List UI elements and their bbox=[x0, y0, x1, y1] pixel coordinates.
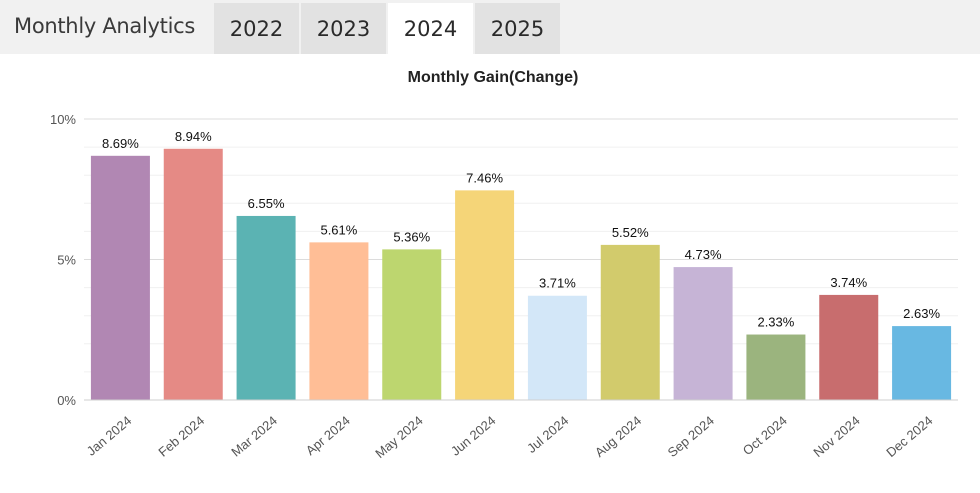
bar-sep-2024[interactable] bbox=[673, 267, 733, 400]
x-tick-label: Dec 2024 bbox=[883, 413, 935, 460]
x-axis: Jan 2024 Feb 2024 Mar 2024 Apr 2024 May 2024… bbox=[84, 399, 958, 461]
data-label: 3.74% bbox=[830, 275, 867, 290]
x-tick-label: Apr 2024 bbox=[303, 413, 353, 458]
data-label: 8.94% bbox=[175, 129, 212, 144]
bar-nov-2024[interactable] bbox=[819, 294, 879, 400]
y-tick-label: 0% bbox=[57, 393, 76, 408]
year-tabs: 2022 2023 2024 2025 bbox=[214, 3, 562, 54]
x-tick-label: Jul 2024 bbox=[524, 413, 571, 456]
grid-lines bbox=[84, 118, 958, 401]
data-label: 2.33% bbox=[757, 315, 794, 330]
chart-title: Monthly Gain(Change) bbox=[408, 69, 579, 86]
data-label: 5.61% bbox=[320, 222, 357, 237]
x-tick-label: Sep 2024 bbox=[665, 413, 717, 460]
x-tick-label: Feb 2024 bbox=[155, 413, 207, 460]
bar-apr-2024[interactable] bbox=[309, 242, 369, 400]
data-labels: 8.69% 8.94% 6.55% 5.61% 5.36% 7.46% 3.71% 5.52%… bbox=[102, 129, 940, 330]
x-tick-label: May 2024 bbox=[372, 413, 425, 461]
data-label: 2.63% bbox=[903, 306, 940, 321]
x-tick-label: Mar 2024 bbox=[228, 413, 280, 460]
bar-dec-2024[interactable] bbox=[892, 326, 952, 400]
data-label: 4.73% bbox=[685, 247, 722, 262]
data-label: 8.69% bbox=[102, 136, 139, 151]
bar-oct-2024[interactable] bbox=[746, 334, 806, 400]
data-label: 5.36% bbox=[393, 229, 430, 244]
tab-2023[interactable]: 2023 bbox=[301, 3, 386, 54]
bar-jan-2024[interactable] bbox=[90, 155, 150, 400]
bar-jun-2024[interactable] bbox=[455, 190, 515, 400]
bar-feb-2024[interactable] bbox=[163, 148, 223, 400]
y-tick-label: 5% bbox=[57, 253, 76, 268]
x-tick-label: Oct 2024 bbox=[740, 413, 790, 458]
tab-2022[interactable]: 2022 bbox=[214, 3, 299, 54]
bars bbox=[90, 148, 952, 400]
monthly-gain-chart: Monthly Gain(Change) 8.69% 8.94% 6.55% 5.61… bbox=[50, 69, 958, 461]
bar-jul-2024[interactable] bbox=[527, 295, 587, 400]
x-tick-label: Aug 2024 bbox=[592, 413, 644, 460]
data-label: 7.46% bbox=[466, 170, 503, 185]
data-label: 3.71% bbox=[539, 276, 576, 291]
tab-2024[interactable]: 2024 bbox=[388, 3, 473, 54]
x-tick-label: Jun 2024 bbox=[448, 413, 499, 459]
data-label: 6.55% bbox=[248, 196, 285, 211]
bar-aug-2024[interactable] bbox=[600, 244, 660, 400]
data-label: 5.52% bbox=[612, 225, 649, 240]
tab-2025[interactable]: 2025 bbox=[475, 3, 560, 54]
y-tick-label: 10% bbox=[50, 112, 76, 127]
bar-may-2024[interactable] bbox=[382, 249, 442, 400]
app-title: Monthly Analytics bbox=[14, 14, 196, 38]
x-tick-label: Jan 2024 bbox=[84, 413, 135, 459]
header-bar: Monthly Analytics 2022 2023 2024 2025 bbox=[0, 0, 980, 54]
x-tick-label: Nov 2024 bbox=[810, 413, 862, 460]
y-axis: 0% 5% 10% bbox=[50, 112, 76, 408]
bar-mar-2024[interactable] bbox=[236, 215, 296, 400]
